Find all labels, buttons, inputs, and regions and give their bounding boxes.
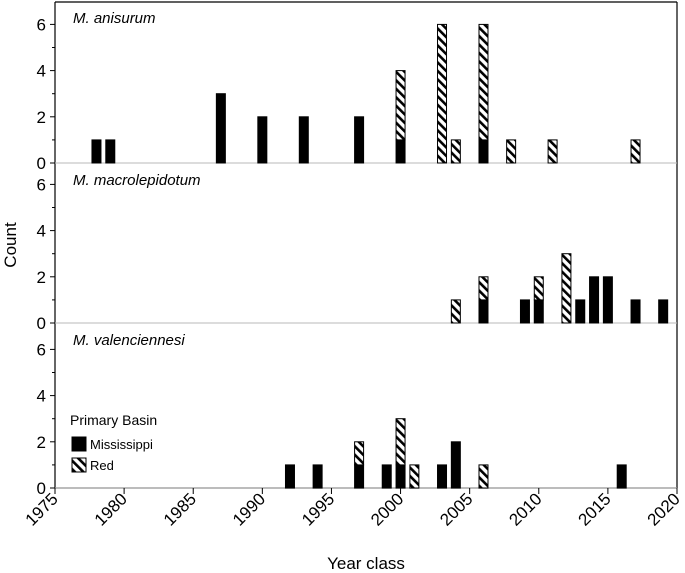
panel-title: M. macrolepidotum: [73, 172, 201, 189]
bar-red-2003: [437, 23, 448, 164]
bar-red-2000: [395, 418, 406, 466]
y-tick-label: 0: [37, 154, 46, 173]
y-tick-label: 0: [37, 479, 46, 498]
bar-mississippi-1994: [312, 464, 323, 489]
legend-swatch-mississippi: [71, 436, 87, 452]
x-tick-label: 2000: [367, 489, 407, 529]
bar-red-1997: [354, 441, 365, 466]
bar-mississippi-2009: [519, 299, 530, 324]
bar-mississippi-2006: [478, 139, 489, 164]
bar-mississippi-2013: [575, 299, 586, 324]
bar-red-2001: [409, 464, 420, 489]
bar-mississippi-1987: [215, 93, 226, 164]
bar-mississippi-1992: [284, 464, 295, 489]
x-tick-label: 1980: [91, 489, 131, 529]
legend-swatch-red: [71, 457, 87, 473]
x-axis: 1975 1980 1985 1990 1995 2000 2005 2010 2015 2020: [22, 488, 684, 530]
y-tick-label: 6: [37, 340, 46, 359]
bar-mississippi-1993: [298, 116, 309, 164]
bar-red-2004: [450, 299, 461, 324]
bar-red-2012: [561, 253, 572, 324]
panel-title: M. valenciennesi: [73, 332, 185, 349]
bar-red-2004: [450, 139, 461, 164]
bar-mississippi-2016: [616, 464, 627, 489]
bar-mississippi-2000: [395, 464, 406, 489]
x-axis-label: Year class: [327, 554, 405, 573]
y-tick-label: 0: [37, 314, 46, 333]
panel-title: M. anisurum: [73, 10, 156, 27]
bar-mississippi-1978: [91, 139, 102, 164]
y-tick-label: 6: [37, 175, 46, 194]
bar-mississippi-1997: [354, 464, 365, 489]
bar-mississippi-2019: [658, 299, 669, 324]
bar-mississippi-2010: [533, 299, 544, 324]
x-tick-label: 1995: [298, 489, 338, 529]
y-tick-label: 4: [37, 222, 46, 241]
y-tick-label: 4: [37, 62, 46, 81]
panel-3: 0 2 4 6 M. valenciennesi: [37, 332, 677, 498]
bar-mississippi-1979: [105, 139, 116, 164]
x-tick-label: 2020: [644, 489, 684, 529]
bar-mississippi-2006: [478, 299, 489, 324]
bar-mississippi-2003: [437, 464, 448, 489]
bar-mississippi-2014: [589, 276, 600, 324]
bar-mississippi-1990: [257, 116, 268, 164]
bar-red-2006: [478, 464, 489, 489]
panel-1: 0 2 4 6 M. anisurum: [37, 10, 677, 173]
bar-mississippi-1997: [354, 116, 365, 164]
bar-red-2008: [506, 139, 517, 164]
y-axis-label: Count: [1, 222, 20, 268]
bar-mississippi-2015: [602, 276, 613, 324]
bar-mississippi-2017: [630, 299, 641, 324]
x-tick-label: 1985: [160, 489, 200, 529]
bar-mississippi-1999: [381, 464, 392, 489]
y-tick-label: 2: [37, 433, 46, 452]
legend-label-mississippi: Mississippi: [90, 437, 153, 452]
bar-red-2006: [478, 23, 489, 141]
bar-red-2017: [630, 139, 641, 164]
y-tick-label: 4: [37, 387, 46, 406]
x-tick-label: 1975: [22, 489, 62, 529]
legend-title: Primary Basin: [70, 412, 157, 428]
bar-red-2006: [478, 276, 489, 301]
bar-red-2010: [533, 276, 544, 301]
y-tick-label: 2: [37, 268, 46, 287]
x-tick-label: 2010: [505, 489, 545, 529]
panel-2: 0 2 4 6 M. macrolepidotum: [37, 172, 677, 333]
x-tick-label: 2005: [436, 489, 476, 529]
bar-mississippi-2004: [450, 441, 461, 489]
panels: 0 2 4 6 M. anisurum 0 2 4 6 M. macrolepidotum 0 2 4 6…: [37, 10, 677, 498]
bar-mississippi-2000: [395, 139, 406, 164]
x-tick-label: 1990: [229, 489, 269, 529]
legend-label-red: Red: [90, 458, 114, 473]
legend: Primary Basin Mississippi Red: [70, 412, 157, 473]
y-tick-label: 6: [37, 15, 46, 34]
x-tick-label: 2015: [575, 489, 615, 529]
bar-red-2011: [547, 139, 558, 164]
bar-red-2000: [395, 70, 406, 141]
y-tick-label: 2: [37, 108, 46, 127]
